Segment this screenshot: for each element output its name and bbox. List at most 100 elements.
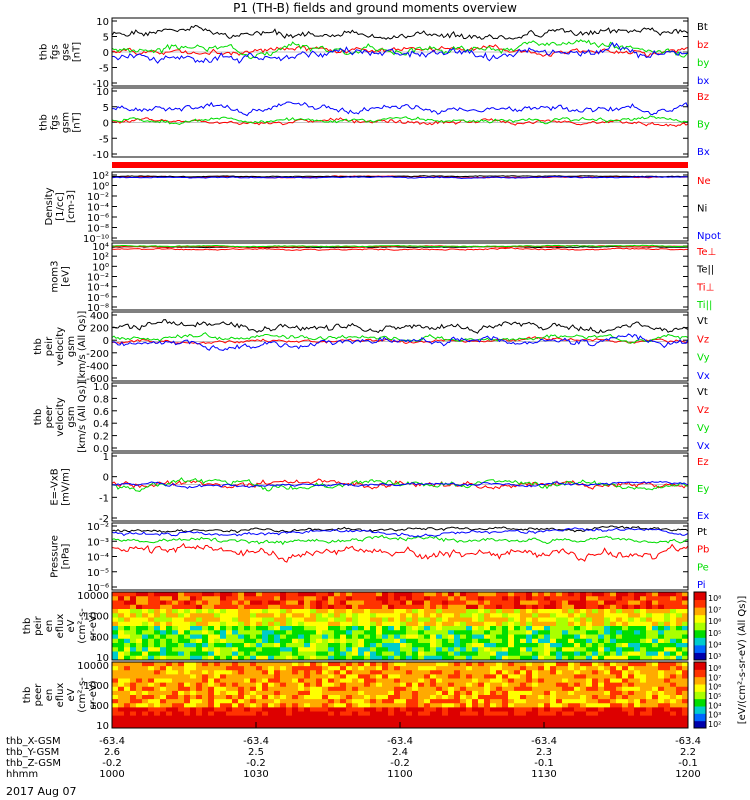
heatmap-cell <box>598 703 605 708</box>
heatmap-cell <box>682 621 689 627</box>
heatmap-cell <box>322 662 329 667</box>
heatmap-cell <box>358 662 365 667</box>
heatmap-cell <box>160 670 167 675</box>
heatmap-cell <box>532 670 539 675</box>
heatmap-cell <box>610 617 617 623</box>
heatmap-cell <box>160 703 167 708</box>
heatmap-cell <box>496 686 503 692</box>
legend-entry: bx <box>697 76 709 87</box>
heatmap-cell <box>280 634 287 640</box>
heatmap-cell <box>232 690 239 696</box>
heatmap-cell <box>436 647 443 652</box>
heatmap-cell <box>652 682 659 688</box>
heatmap-cell <box>244 666 251 671</box>
heatmap-cell <box>556 630 563 635</box>
heatmap-cell <box>634 703 641 708</box>
heatmap-cell <box>586 651 593 657</box>
heatmap-cell <box>286 655 293 661</box>
heatmap-cell <box>508 719 515 725</box>
colorbar-segment <box>694 637 706 646</box>
heatmap-cell <box>370 634 377 640</box>
heatmap-cell <box>658 695 665 700</box>
heatmap-cell <box>616 686 623 692</box>
heatmap-cell <box>178 674 185 679</box>
heatmap-cell <box>484 592 491 597</box>
heatmap-cell <box>196 604 203 610</box>
heatmap-cell <box>658 634 665 640</box>
heatmap-cell <box>364 674 371 679</box>
heatmap-cell <box>550 674 557 679</box>
heatmap-cell <box>520 695 527 700</box>
heatmap-cell <box>640 678 647 684</box>
heatmap-cell <box>508 604 515 610</box>
heatmap-cell <box>466 686 473 692</box>
heatmap-cell <box>646 678 653 684</box>
heatmap-cell <box>592 703 599 708</box>
heatmap-cell <box>526 617 533 623</box>
heatmap-cell <box>664 626 671 631</box>
heatmap-cell <box>124 719 131 725</box>
heatmap-cell <box>274 662 281 667</box>
heatmap-cell <box>334 604 341 610</box>
heatmap-cell <box>430 617 437 623</box>
heatmap-cell <box>676 609 683 614</box>
heatmap-cell <box>556 678 563 684</box>
heatmap-cell <box>466 592 473 597</box>
heatmap-cell <box>184 617 191 623</box>
heatmap-cell <box>130 715 137 721</box>
heatmap-cell <box>358 613 365 618</box>
heatmap-cell <box>346 617 353 623</box>
heatmap-cell <box>376 699 383 704</box>
heatmap-cell <box>628 643 635 648</box>
heatmap-cell <box>652 711 659 717</box>
heatmap-cell <box>502 715 509 721</box>
heatmap-cell <box>604 699 611 704</box>
heatmap-cell <box>586 604 593 610</box>
heatmap-cell <box>310 690 317 696</box>
heatmap-cell <box>178 670 185 675</box>
heatmap-cell <box>472 678 479 684</box>
heatmap-cell <box>244 647 251 652</box>
heatmap-cell <box>364 690 371 696</box>
heatmap-cell <box>208 682 215 688</box>
heatmap-cell <box>490 647 497 652</box>
heatmap-cell <box>406 604 413 610</box>
heatmap-cell <box>502 600 509 606</box>
heatmap-cell <box>256 626 263 631</box>
heatmap-cell <box>280 596 287 601</box>
heatmap-cell <box>418 666 425 671</box>
heatmap-cell <box>304 686 311 692</box>
heatmap-cell <box>238 682 245 688</box>
heatmap-cell <box>364 626 371 631</box>
heatmap-cell <box>208 600 215 606</box>
heatmap-cell <box>490 626 497 631</box>
heatmap-cell <box>472 596 479 601</box>
heatmap-cell <box>544 604 551 610</box>
heatmap-cell <box>394 674 401 679</box>
heatmap-cell <box>196 617 203 623</box>
heatmap-cell <box>592 662 599 667</box>
heatmap-cell <box>154 626 161 631</box>
heatmap-cell <box>364 592 371 597</box>
heatmap-cell <box>316 647 323 652</box>
heatmap-cell <box>544 682 551 688</box>
heatmap-cell <box>184 682 191 688</box>
y-tick-label: 0.8 <box>93 394 109 405</box>
heatmap-cell <box>430 707 437 712</box>
colorbar-tick: 10³ <box>708 652 721 661</box>
y-tick-label: 1000 <box>84 681 109 692</box>
heatmap-cell <box>550 609 557 614</box>
heatmap-cell <box>130 604 137 610</box>
heatmap-cell <box>652 604 659 610</box>
heatmap-cell <box>424 699 431 704</box>
heatmap-cell <box>286 647 293 652</box>
heatmap-cell <box>610 670 617 675</box>
heatmap-cell <box>394 613 401 618</box>
legend-entry: Vx <box>697 371 710 382</box>
heatmap-cell <box>502 707 509 712</box>
heatmap-cell <box>658 666 665 671</box>
heatmap-cell <box>220 626 227 631</box>
heatmap-cell <box>232 674 239 679</box>
heatmap-cell <box>334 596 341 601</box>
